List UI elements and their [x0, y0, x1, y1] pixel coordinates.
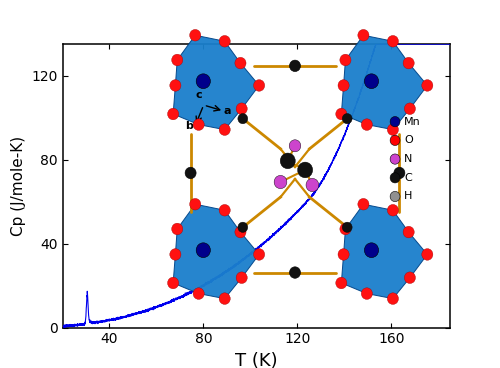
Circle shape [390, 191, 400, 202]
Circle shape [362, 119, 372, 130]
Circle shape [172, 223, 183, 235]
Circle shape [236, 272, 248, 283]
Circle shape [336, 277, 347, 289]
Circle shape [388, 35, 398, 47]
Circle shape [390, 173, 400, 183]
Circle shape [364, 243, 378, 258]
Circle shape [219, 35, 230, 47]
Text: c: c [196, 89, 202, 99]
Circle shape [340, 54, 351, 66]
Circle shape [403, 226, 414, 238]
Text: a: a [223, 106, 230, 116]
Circle shape [196, 74, 210, 89]
Text: b: b [185, 121, 193, 131]
Circle shape [190, 198, 201, 210]
Circle shape [362, 288, 372, 300]
Circle shape [290, 267, 300, 278]
Circle shape [170, 79, 181, 91]
Circle shape [390, 154, 400, 164]
Text: N: N [404, 154, 412, 164]
Circle shape [338, 249, 349, 260]
Circle shape [340, 223, 351, 235]
Circle shape [404, 272, 415, 283]
Circle shape [336, 108, 347, 120]
Circle shape [364, 74, 378, 89]
Text: C: C [404, 173, 412, 183]
Circle shape [185, 167, 196, 179]
Text: H: H [404, 191, 412, 202]
Circle shape [388, 124, 398, 135]
Y-axis label: Cp (J/mole-K): Cp (J/mole-K) [10, 136, 26, 236]
Circle shape [219, 293, 230, 304]
Circle shape [170, 249, 181, 260]
Circle shape [238, 113, 248, 124]
Text: O: O [404, 135, 413, 145]
Circle shape [280, 153, 295, 169]
Circle shape [342, 113, 352, 124]
Circle shape [190, 29, 201, 41]
Circle shape [358, 29, 369, 41]
Circle shape [219, 124, 230, 135]
Polygon shape [342, 204, 428, 298]
Circle shape [236, 103, 248, 114]
Circle shape [290, 60, 300, 71]
X-axis label: T (K): T (K) [235, 352, 278, 368]
Circle shape [422, 79, 433, 91]
Circle shape [235, 57, 246, 69]
Circle shape [394, 167, 405, 179]
Circle shape [168, 108, 178, 120]
Circle shape [172, 54, 183, 66]
Circle shape [254, 79, 264, 91]
Circle shape [196, 243, 210, 258]
Circle shape [403, 57, 414, 69]
Circle shape [388, 293, 398, 304]
Circle shape [168, 277, 178, 289]
Polygon shape [342, 35, 428, 130]
Circle shape [193, 119, 204, 130]
Circle shape [235, 226, 246, 238]
Circle shape [254, 249, 264, 260]
Circle shape [338, 79, 349, 91]
Circle shape [274, 176, 287, 189]
Circle shape [422, 249, 433, 260]
Circle shape [298, 162, 312, 178]
Text: Mn: Mn [404, 117, 421, 127]
Circle shape [388, 205, 398, 216]
Circle shape [390, 135, 400, 145]
Circle shape [342, 222, 352, 233]
Circle shape [404, 103, 415, 114]
Polygon shape [173, 35, 259, 130]
Circle shape [390, 117, 400, 127]
Circle shape [193, 288, 204, 300]
Circle shape [219, 205, 230, 216]
Circle shape [289, 140, 301, 152]
Circle shape [306, 178, 319, 192]
Polygon shape [173, 204, 259, 298]
Circle shape [358, 198, 369, 210]
Circle shape [238, 222, 248, 233]
